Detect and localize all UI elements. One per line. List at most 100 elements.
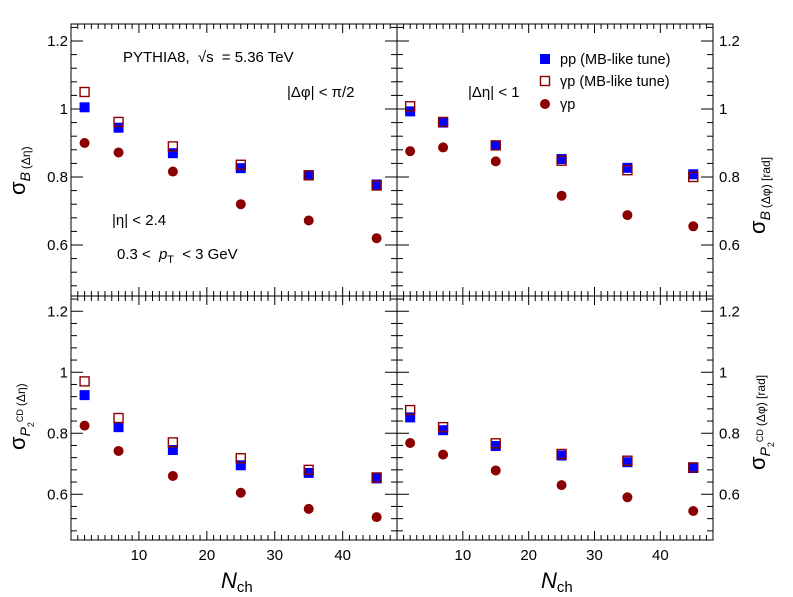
marker-gp-mb	[404, 101, 416, 112]
marker-gp-mb	[556, 155, 567, 166]
panels-layer: 0.60.811.20.60.811.210 20 30 400.60.811.210…	[47, 23, 740, 564]
marker-gp	[79, 138, 90, 148]
marker-pp	[235, 460, 246, 471]
marker-pp	[688, 463, 699, 474]
marker-gp-mb	[437, 116, 449, 128]
marker-gp-mb	[113, 116, 124, 128]
marker-gp-mb	[688, 462, 699, 473]
marker-gp	[113, 147, 124, 158]
marker-pp	[303, 170, 314, 181]
marker-gp	[622, 492, 633, 503]
marker-pp	[167, 445, 178, 456]
marker-gp-mb	[490, 140, 501, 151]
marker-gp	[371, 512, 382, 523]
y-tick-label: 0.6	[719, 237, 740, 254]
x-tick-label: 40	[334, 547, 351, 564]
marker-pp	[622, 162, 633, 173]
deta-cut-label: |Δη| < 1	[468, 84, 520, 101]
marker-gp-mb	[167, 437, 179, 448]
y-axis-title-top-right: σB(Δφ) [rad]	[745, 157, 773, 234]
panel-top-left: 0.6 0.8 1 1.2	[47, 23, 398, 297]
dphi-cut-label: |Δφ| < π/2	[287, 84, 355, 101]
y-tick-label: 1.2	[47, 33, 68, 50]
marker-gp	[556, 480, 567, 491]
marker-pp	[490, 140, 501, 151]
marker-pp	[371, 473, 382, 484]
y-tick-label: 1	[719, 364, 727, 381]
y-tick-label: 1.2	[47, 303, 68, 320]
y-tick-label: 0.8	[719, 425, 740, 442]
marker-gp	[405, 146, 416, 157]
marker-gp-mb	[404, 404, 416, 416]
y-tick-label: 0.6	[47, 486, 68, 503]
marker-gp	[405, 438, 416, 449]
legend-marker-pp	[540, 54, 550, 64]
marker-gp-mb	[303, 170, 314, 181]
marker-pp	[371, 179, 382, 190]
x-tick-label: 30	[266, 547, 283, 564]
y-axis-title-top-left: σB(Δη)	[5, 146, 33, 195]
y-tick-label: 0.8	[47, 425, 68, 442]
marker-gp-mb	[303, 464, 314, 476]
x-tick-label: 40	[652, 547, 669, 564]
y-tick-label: 1	[719, 101, 727, 118]
marker-pp	[113, 422, 124, 433]
marker-gp	[303, 503, 314, 514]
marker-gp-mb	[556, 448, 567, 460]
marker-pp	[556, 153, 567, 164]
panel-frame	[70, 295, 398, 541]
generator-label: PYTHIA8, √s = 5.36 TeV	[123, 49, 294, 66]
marker-pp	[688, 169, 699, 180]
marker-gp	[438, 449, 449, 460]
marker-gp	[303, 215, 314, 226]
y-tick-label: 1.2	[719, 33, 740, 50]
legend-label-pp: pp (MB-like tune)	[560, 52, 670, 68]
pt-cut-label: 0.3 < pT < 3 GeV	[117, 246, 238, 267]
legend-label-gp-mb: γp (MB-like tune)	[560, 74, 670, 90]
marker-pp	[303, 467, 314, 478]
x-tick-label: 10	[454, 547, 471, 564]
marker-gp	[490, 465, 501, 476]
marker-gp	[79, 420, 90, 431]
marker-pp	[556, 450, 567, 461]
marker-gp	[167, 166, 178, 177]
marker-gp	[235, 199, 246, 210]
x-tick-label: 20	[520, 547, 537, 564]
legend: pp (MB-like tune) γp (MB-like tune) γp	[539, 52, 670, 113]
marker-gp	[438, 142, 449, 153]
panel-bottom-right: 10 20 30 40 0.6 0.8 1 1.2	[396, 295, 740, 564]
marker-gp-mb	[688, 171, 699, 183]
marker-gp	[235, 487, 246, 498]
panel-frame	[396, 295, 714, 541]
y-axis-title-bottom-right: σP2CD(Δφ) [rad]	[745, 375, 776, 470]
x-tick-label: 20	[198, 547, 215, 564]
marker-gp-mb	[167, 141, 179, 152]
marker-gp	[556, 190, 567, 201]
marker-pp	[405, 412, 416, 423]
marker-gp	[688, 506, 699, 517]
y-tick-label: 0.8	[719, 169, 740, 186]
marker-gp-mb	[235, 453, 246, 464]
marker-gp	[113, 445, 124, 456]
marker-pp	[438, 117, 449, 128]
marker-gp	[167, 470, 178, 481]
marker-gp-mb	[490, 438, 501, 449]
marker-gp-mb	[113, 412, 124, 424]
marker-pp	[79, 102, 90, 113]
x-axis-title-left: Nch	[221, 568, 253, 596]
marker-gp	[688, 221, 699, 232]
marker-pp	[235, 163, 246, 174]
marker-gp-mb	[622, 164, 633, 176]
legend-label-gp: γp	[560, 97, 575, 113]
marker-pp	[438, 425, 449, 436]
marker-gp	[490, 156, 501, 167]
panel-top-right: 0.6 0.8 1 1.2	[396, 23, 740, 297]
marker-pp	[79, 390, 90, 401]
marker-pp	[490, 441, 501, 452]
x-tick-label: 10	[131, 547, 148, 564]
marker-gp	[622, 210, 633, 221]
x-tick-label: 30	[586, 547, 603, 564]
marker-gp-mb	[79, 86, 90, 98]
marker-gp-mb	[79, 376, 90, 387]
legend-marker-gp-mb	[539, 75, 551, 87]
